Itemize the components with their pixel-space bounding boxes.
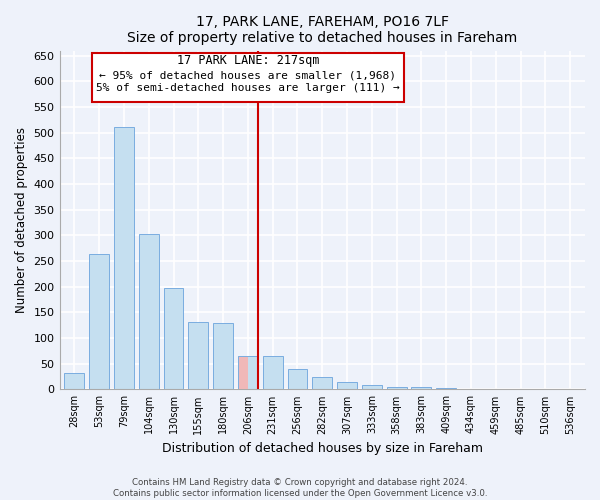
Bar [436, 388, 456, 390]
Bar [89, 254, 109, 390]
Bar [486, 389, 506, 390]
Y-axis label: Number of detached properties: Number of detached properties [15, 127, 28, 313]
Bar [337, 382, 357, 390]
Bar [139, 234, 158, 390]
Title: 17, PARK LANE, FAREHAM, PO16 7LF
Size of property relative to detached houses in: 17, PARK LANE, FAREHAM, PO16 7LF Size of… [127, 15, 517, 45]
Bar [114, 126, 134, 390]
Bar [387, 387, 407, 390]
Text: ← 95% of detached houses are smaller (1,968): ← 95% of detached houses are smaller (1,… [100, 70, 397, 80]
Bar [287, 369, 307, 390]
Bar [238, 356, 248, 390]
Bar [164, 288, 184, 390]
Bar [213, 322, 233, 390]
Bar [313, 376, 332, 390]
Text: 5% of semi-detached houses are larger (111) →: 5% of semi-detached houses are larger (1… [96, 84, 400, 94]
Bar [238, 356, 258, 390]
Bar [461, 389, 481, 390]
Text: 17 PARK LANE: 217sqm: 17 PARK LANE: 217sqm [176, 54, 319, 67]
Bar [64, 373, 85, 390]
Bar [535, 389, 555, 390]
Bar [362, 386, 382, 390]
Bar [238, 356, 258, 390]
Text: Contains HM Land Registry data © Crown copyright and database right 2024.
Contai: Contains HM Land Registry data © Crown c… [113, 478, 487, 498]
Bar [263, 356, 283, 390]
Bar [412, 387, 431, 390]
X-axis label: Distribution of detached houses by size in Fareham: Distribution of detached houses by size … [162, 442, 483, 455]
FancyBboxPatch shape [92, 53, 404, 102]
Bar [188, 322, 208, 390]
Bar [560, 389, 580, 390]
